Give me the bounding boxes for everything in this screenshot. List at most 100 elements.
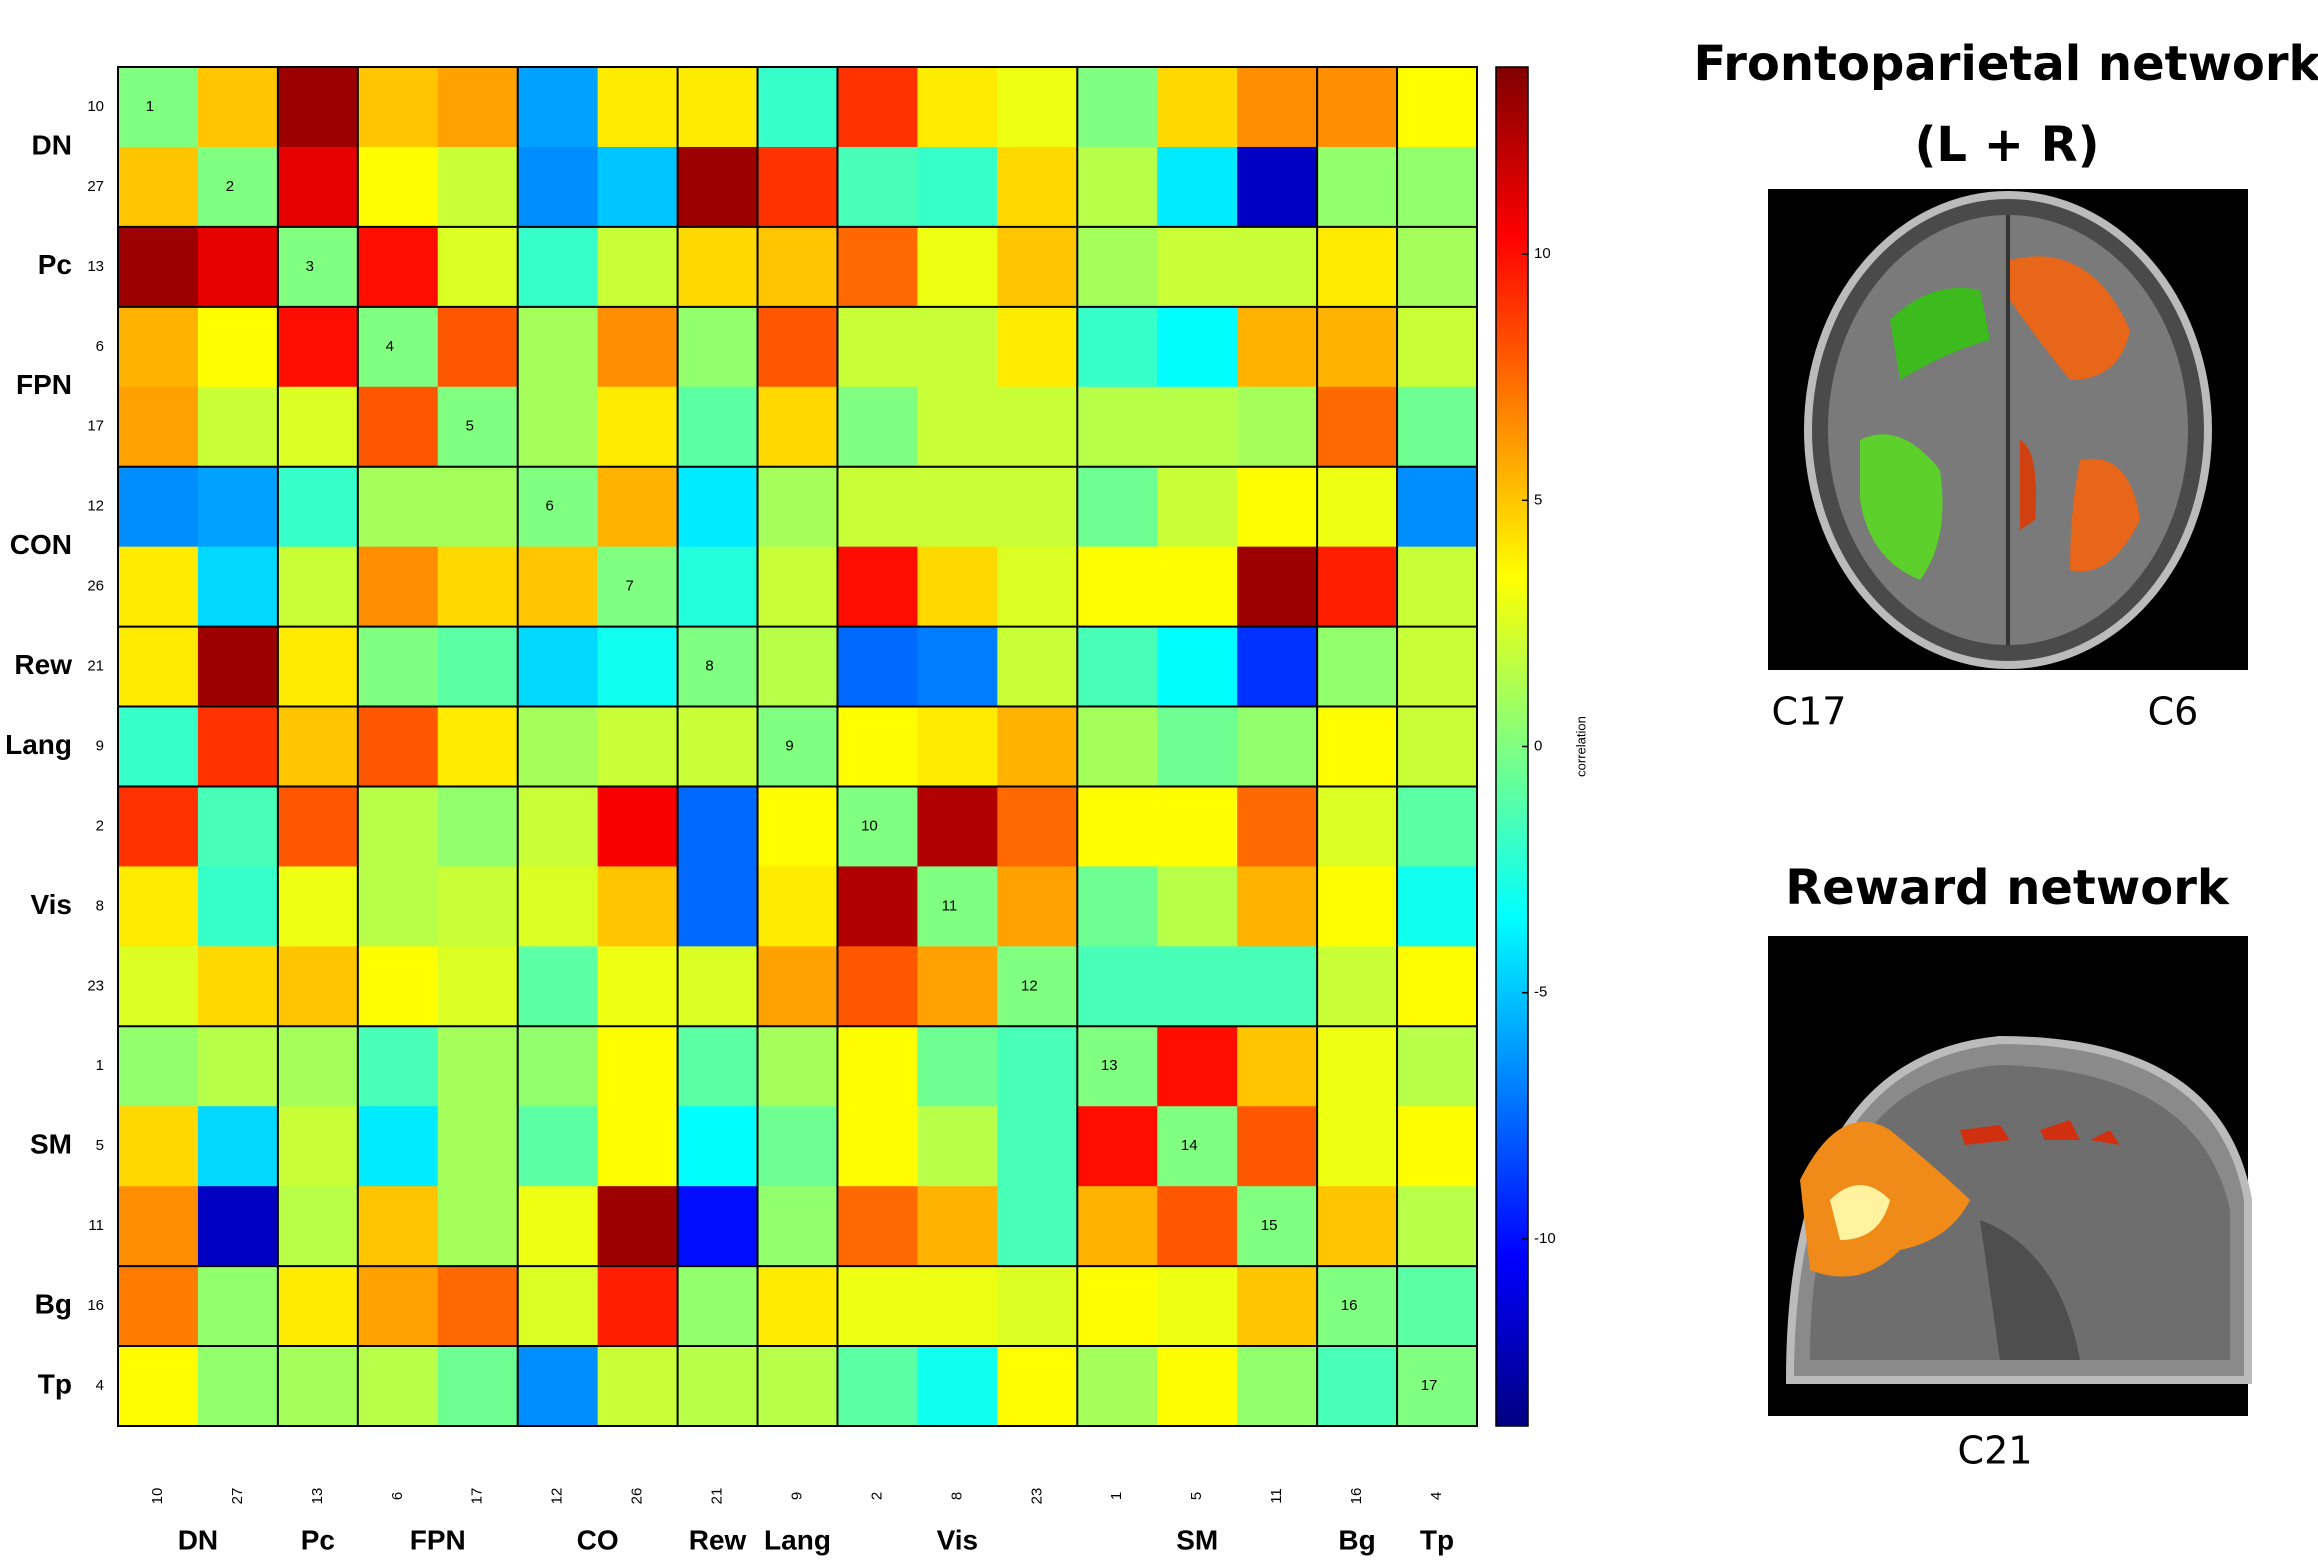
diagonal-label: 8 <box>705 658 713 675</box>
heatmap-cell <box>1317 147 1397 227</box>
heatmap-cell <box>1077 866 1157 946</box>
heatmap-cell <box>917 307 997 387</box>
x-tick-label: 1 <box>1108 1492 1125 1500</box>
figure: 1234567891011121314151617101027271313661… <box>0 0 2318 1557</box>
heatmap-cell <box>118 67 198 147</box>
heatmap-cell <box>997 227 1077 307</box>
panel-label: C17 <box>1772 690 1847 734</box>
heatmap-cell <box>758 866 838 946</box>
x-tick-label: 16 <box>1348 1488 1365 1505</box>
heatmap-cell <box>598 1106 678 1186</box>
heatmap-cell <box>358 627 438 707</box>
heatmap-cell <box>438 1026 518 1106</box>
diagonal-label: 10 <box>861 817 878 834</box>
heatmap-cell <box>1397 866 1477 946</box>
diagonal-label: 1 <box>146 98 154 115</box>
heatmap-cell <box>1077 547 1157 627</box>
heatmap-cell <box>1157 946 1237 1026</box>
heatmap-cell <box>1157 866 1237 946</box>
heatmap-cell <box>198 946 278 1026</box>
heatmap-cell <box>1157 707 1237 787</box>
y-group-label: SM <box>30 1129 72 1160</box>
heatmap-cell <box>358 1186 438 1266</box>
panel-label: C6 <box>2148 690 2199 734</box>
heatmap-cell <box>1077 227 1157 307</box>
heatmap-cell <box>598 467 678 547</box>
heatmap-cell <box>518 147 598 227</box>
heatmap-cell <box>438 1266 518 1346</box>
heatmap-cell <box>1157 67 1237 147</box>
heatmap-cell <box>358 1266 438 1346</box>
x-tick-label: 26 <box>629 1488 646 1505</box>
y-group-label: Vis <box>30 889 72 920</box>
colorbar-tick-label: 5 <box>1534 491 1542 508</box>
heatmap-cell <box>837 1106 917 1186</box>
heatmap-cell <box>358 227 438 307</box>
heatmap-cell <box>118 1026 198 1106</box>
heatmap-cell <box>198 227 278 307</box>
heatmap-cell <box>758 147 838 227</box>
heatmap-cell <box>917 627 997 707</box>
heatmap-cell <box>518 467 598 547</box>
heatmap-cell <box>358 307 438 387</box>
heatmap-cell <box>358 707 438 787</box>
heatmap-cell <box>278 627 358 707</box>
heatmap-cell <box>678 147 758 227</box>
heatmap-cell <box>1317 467 1397 547</box>
heatmap-cell <box>1077 467 1157 547</box>
heatmap-cell <box>997 866 1077 946</box>
heatmap-cell <box>518 946 598 1026</box>
heatmap-cell <box>678 707 758 787</box>
heatmap-cell <box>518 627 598 707</box>
heatmap-cell <box>678 1026 758 1106</box>
heatmap-cell <box>358 547 438 627</box>
x-tick-label: 27 <box>229 1488 246 1505</box>
heatmap-cell <box>1397 467 1477 547</box>
heatmap-cell <box>758 786 838 866</box>
heatmap-cell <box>598 946 678 1026</box>
heatmap-cell <box>678 467 758 547</box>
heatmap-cell <box>598 147 678 227</box>
diagonal-label: 12 <box>1021 977 1038 994</box>
heatmap-cell <box>1237 467 1317 547</box>
heatmap-cell <box>837 946 917 1026</box>
heatmap-cell <box>198 67 278 147</box>
heatmap-cell <box>198 147 278 227</box>
heatmap-cell <box>837 1026 917 1106</box>
heatmap-cell <box>438 786 518 866</box>
heatmap-cell <box>678 627 758 707</box>
heatmap-cell <box>1237 307 1317 387</box>
heatmap-cell <box>1397 147 1477 227</box>
heatmap-cell <box>358 67 438 147</box>
heatmap-cell <box>278 147 358 227</box>
heatmap-cell <box>997 1186 1077 1266</box>
heatmap-cell <box>278 1106 358 1186</box>
heatmap-cell <box>678 1106 758 1186</box>
heatmap-cell <box>358 786 438 866</box>
heatmap-cell <box>837 227 917 307</box>
heatmap-cell <box>518 866 598 946</box>
x-tick-label: 23 <box>1028 1488 1045 1505</box>
heatmap-cell <box>917 547 997 627</box>
heatmap-cell <box>758 707 838 787</box>
heatmap-cell <box>758 387 838 467</box>
y-group-label: Tp <box>38 1368 72 1399</box>
heatmap-cell <box>358 467 438 547</box>
heatmap-cell <box>758 1346 838 1426</box>
heatmap-cell <box>678 547 758 627</box>
heatmap-cell <box>518 1346 598 1426</box>
heatmap-cell <box>278 387 358 467</box>
diagonal-label: 13 <box>1101 1057 1118 1074</box>
heatmap-cell <box>518 227 598 307</box>
heatmap-cell <box>118 467 198 547</box>
y-group-label: CON <box>10 529 72 560</box>
heatmap-cell <box>678 227 758 307</box>
y-group-label: DN <box>32 129 72 160</box>
heatmap-cell <box>678 1346 758 1426</box>
heatmap-cell <box>837 707 917 787</box>
y-tick-label: 21 <box>87 658 104 675</box>
heatmap-cell <box>1237 1346 1317 1426</box>
heatmap-cell <box>997 547 1077 627</box>
heatmap-cell <box>1237 786 1317 866</box>
heatmap-cell <box>1317 707 1397 787</box>
